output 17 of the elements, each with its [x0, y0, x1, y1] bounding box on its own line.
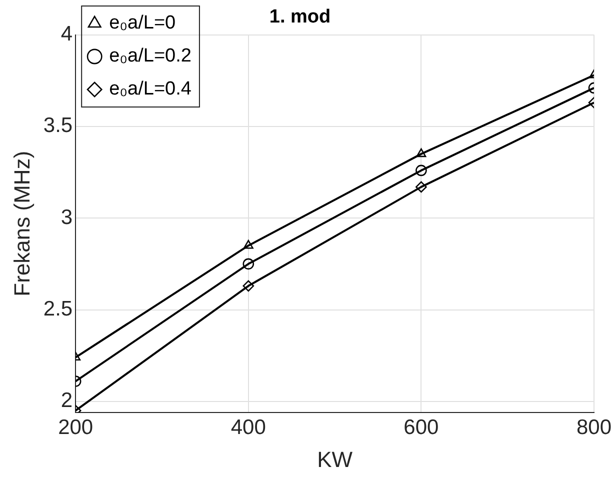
- x-axis-title: KW: [317, 446, 353, 472]
- x-tick-label: 800: [576, 416, 612, 439]
- chart-title: 1. mod: [269, 6, 331, 28]
- y-tick-label: 3.5: [43, 114, 73, 138]
- y-tick-label: 2: [60, 389, 73, 412]
- y-axis-title: Frekans (MHz): [9, 150, 34, 296]
- point: [416, 181, 427, 193]
- y-tick-label: 2.5: [43, 298, 73, 321]
- x-tick-label: 600: [404, 416, 439, 439]
- y-tick-label: 4: [60, 22, 73, 46]
- point: [242, 280, 254, 292]
- y-tick-label: 3: [60, 206, 73, 229]
- legend-label: e₀a/L=0: [109, 12, 176, 34]
- x-tick-label: 200: [58, 416, 94, 439]
- legend-label: e₀a/L=0.4: [109, 78, 192, 100]
- x-tick-label: 400: [230, 416, 266, 439]
- legend-label: e₀a/L=0.2: [109, 46, 192, 67]
